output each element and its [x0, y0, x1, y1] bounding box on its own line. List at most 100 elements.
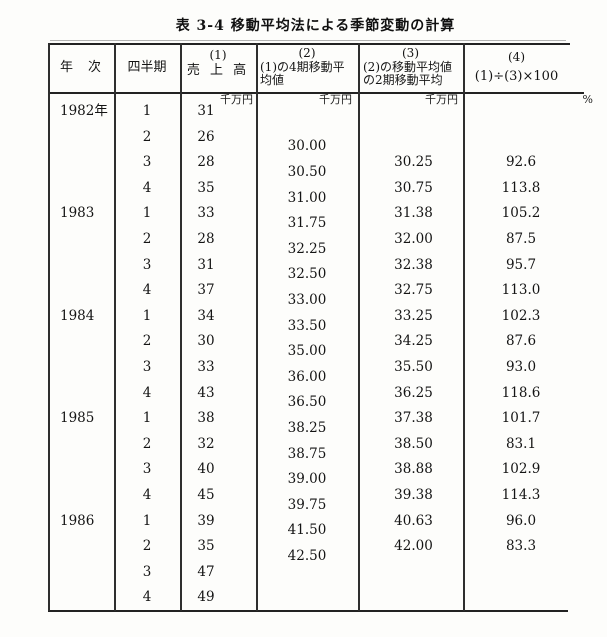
cell-sales: 38 — [197, 410, 215, 427]
header-separator-line — [48, 92, 584, 94]
cell-quarter: 1 — [142, 512, 152, 529]
header-ma2-line2: の2期移動平均 — [363, 73, 443, 87]
cell-quarter: 1 — [142, 205, 152, 222]
cell-ma2: 38.50 — [394, 435, 433, 452]
cell-ma4: 33.50 — [287, 317, 327, 334]
cell-ratio: 93.0 — [505, 359, 537, 375]
cell-ma2: 30.75 — [394, 179, 433, 196]
cell-ratio: 92.6 — [505, 154, 537, 171]
cell-year: 1985 — [60, 410, 95, 427]
cell-ma4: 31.00 — [287, 189, 327, 206]
cell-ma4: 35.00 — [287, 343, 327, 360]
cell-quarter: 4 — [142, 282, 152, 299]
cell-ratio: 102.3 — [501, 307, 541, 324]
cell-ma2: 36.25 — [394, 384, 433, 401]
cell-ma2: 40.63 — [394, 512, 433, 529]
cell-quarter: 2 — [142, 231, 152, 247]
cell-sales: 43 — [197, 384, 215, 401]
cell-ma4: 38.25 — [287, 420, 327, 436]
unit-sales: 千万円 — [220, 93, 253, 106]
unit-ma4: 千万円 — [319, 93, 352, 106]
cell-year: 1986 — [60, 512, 95, 529]
unit-ratio: % — [582, 93, 593, 106]
cell-ratio: 83.1 — [505, 435, 537, 452]
cell-ratio: 113.8 — [501, 179, 541, 196]
table-left-border — [48, 43, 50, 611]
cell-sales: 28 — [197, 154, 215, 171]
cell-year: 1982年 — [60, 103, 108, 119]
cell-ma2: 39.38 — [394, 487, 433, 503]
bottom-border-line — [48, 610, 568, 612]
cell-ma4: 31.75 — [287, 215, 327, 232]
cell-ma4: 36.50 — [287, 394, 327, 411]
cell-ma2: 33.25 — [394, 307, 433, 324]
cell-ratio: 101.7 — [501, 410, 541, 427]
top-border-ghost-line — [50, 40, 566, 41]
cell-ma4: 41.50 — [287, 522, 327, 539]
cell-quarter: 2 — [142, 128, 152, 145]
cell-sales: 45 — [197, 487, 215, 503]
cell-ma4: 39.75 — [287, 496, 327, 513]
cell-ma2: 32.75 — [394, 282, 433, 299]
cell-sales: 40 — [197, 461, 215, 478]
header-ma4-line2: 均値 — [260, 73, 285, 87]
column-divider-quarter-sales — [180, 43, 182, 611]
cell-sales: 39 — [197, 512, 215, 529]
cell-ratio: 95.7 — [505, 256, 537, 273]
cell-ma2: 34.25 — [394, 333, 433, 350]
column-divider-year-quarter — [114, 43, 116, 611]
cell-ratio: 96.0 — [505, 512, 537, 529]
header-sales: 売 上 高 — [186, 63, 250, 78]
cell-ratio: 114.3 — [501, 487, 541, 503]
cell-quarter: 1 — [142, 410, 152, 427]
cell-ma4: 30.50 — [287, 164, 327, 180]
cell-ma4: 32.50 — [287, 266, 327, 283]
header-year: 年 次 — [59, 60, 102, 75]
cell-sales: 31 — [197, 256, 215, 273]
cell-quarter: 2 — [142, 435, 152, 452]
cell-quarter: 2 — [142, 333, 152, 350]
cell-sales: 26 — [197, 128, 215, 145]
cell-ma2: 37.38 — [394, 410, 433, 427]
cell-quarter: 4 — [142, 487, 152, 503]
cell-ma2: 32.00 — [394, 231, 433, 247]
cell-sales: 30 — [197, 333, 215, 350]
cell-quarter: 3 — [142, 154, 152, 171]
cell-quarter: 3 — [142, 563, 152, 580]
cell-sales: 33 — [197, 205, 215, 222]
cell-quarter: 4 — [142, 179, 152, 196]
cell-quarter: 1 — [142, 307, 152, 324]
cell-ratio: 118.6 — [501, 384, 541, 401]
cell-sales: 49 — [197, 589, 215, 606]
cell-sales: 37 — [197, 282, 215, 299]
cell-quarter: 2 — [142, 538, 152, 555]
unit-ma2: 千万円 — [425, 93, 458, 106]
cell-sales: 28 — [197, 231, 215, 247]
cell-quarter: 3 — [142, 461, 152, 478]
column-divider-ma4-ma2 — [358, 43, 360, 611]
header-ma2-line1: (2)の移動平均値 — [363, 60, 452, 74]
cell-ma2: 32.38 — [394, 256, 433, 273]
cell-sales: 33 — [197, 359, 215, 375]
cell-ma2: 31.38 — [394, 205, 433, 222]
cell-quarter: 3 — [142, 256, 152, 273]
cell-ma4: 39.00 — [287, 471, 327, 488]
cell-ratio: 83.3 — [505, 538, 537, 555]
column-divider-ma2-ratio — [463, 43, 465, 611]
cell-ratio: 102.9 — [501, 461, 541, 478]
top-border-line — [48, 43, 570, 45]
cell-quarter: 1 — [142, 103, 152, 119]
cell-ma4: 32.25 — [287, 240, 327, 257]
cell-ma2: 38.88 — [394, 461, 433, 478]
cell-ratio: 87.5 — [505, 231, 537, 247]
cell-ratio: 113.0 — [501, 282, 541, 299]
cell-ratio: 87.6 — [505, 333, 537, 350]
cell-ma4: 38.75 — [287, 445, 327, 462]
cell-ma4: 33.00 — [287, 292, 327, 308]
header-ma4-line1: (1)の4期移動平 — [260, 60, 345, 74]
cell-sales: 31 — [197, 103, 215, 119]
header-col4-number: (4) — [508, 50, 525, 64]
header-quarter: 四半期 — [127, 60, 167, 75]
cell-ma4: 42.50 — [287, 548, 327, 564]
